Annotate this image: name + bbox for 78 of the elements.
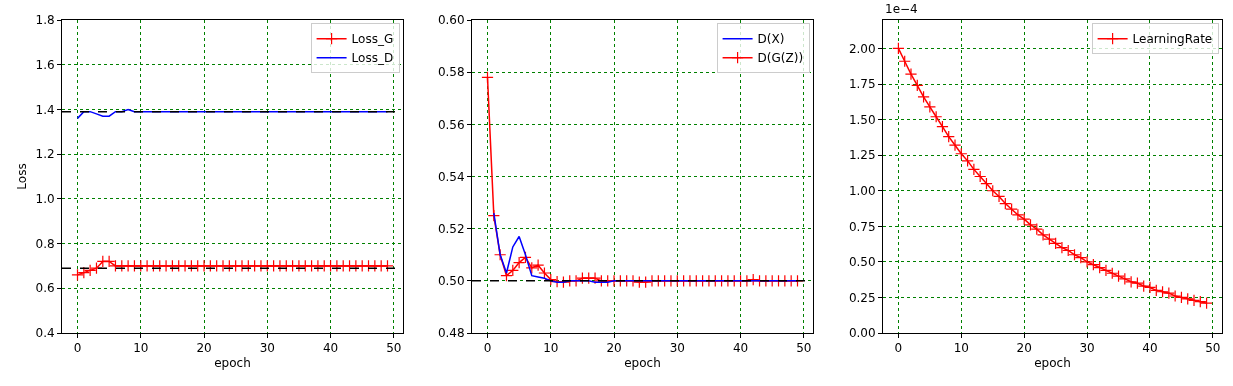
legend-label: Loss_G [351,32,394,47]
x-tick-label: 20 [1016,341,1032,356]
point [1187,294,1201,307]
y-tick-label: 0.25 [848,290,876,305]
y-tick-label: 0.56 [437,117,465,132]
text: 1e−4 [885,2,918,16]
point [1194,295,1207,308]
y-tick-label: 2.00 [848,41,876,56]
point [747,273,760,286]
x-tick-label: 40 [732,341,749,356]
point [929,110,943,123]
y-tick-label: 1.25 [848,148,876,163]
y-axis-title: Loss [14,163,29,190]
point [83,264,97,277]
point [1156,285,1169,298]
point [525,261,538,274]
point [1200,296,1213,310]
point [639,275,652,289]
x-tick-label: 50 [796,341,812,356]
point [917,90,930,104]
x-tick-label: 0 [483,341,492,356]
x-tick-label: 30 [259,341,275,356]
legend-label: D(X) [757,32,785,47]
x-tick-label: 50 [1205,341,1221,356]
point [923,100,937,113]
point [381,259,394,273]
x-tick-label: 40 [1142,341,1158,356]
x-axis-title: epoch [624,356,661,371]
y-tick-label: 0.6 [35,281,55,296]
point [936,120,949,133]
legend-label: D(G(Z)) [757,51,804,66]
y-tick-label: 0.8 [35,236,55,251]
y-tick-label: 0.52 [437,221,465,236]
point [481,71,494,84]
point [898,55,911,68]
y-tick-label: 1.00 [848,183,876,198]
x-tick-label: 10 [543,341,559,356]
point [71,268,84,282]
x-tick-label: 50 [386,341,402,356]
point [506,264,520,277]
x-tick-label: 20 [196,341,212,356]
y-tick-label: 0.48 [437,326,465,341]
x-tick-label: 0 [894,341,903,356]
y-tick-label: 1.50 [848,112,876,127]
x-tick-label: 0 [73,341,82,356]
x-tick-label: 30 [669,341,685,356]
x-axis-title: epoch [214,356,251,371]
y-tick-label: 1.2 [35,147,55,162]
legend-label: Loss_D [351,51,394,66]
y-tick-label: 0.00 [848,326,876,341]
x-tick-label: 10 [133,341,149,356]
x-axis-title: epoch [1034,356,1071,371]
y-tick-label: 0.50 [437,274,465,289]
y-tick-label: 0.4 [35,326,55,341]
point [487,209,501,222]
x-tick-label: 30 [1079,341,1095,356]
x-tick-label: 10 [953,341,969,356]
point [892,42,905,55]
y-tick-label: 0.50 [848,255,876,270]
point [493,248,507,261]
y-tick-label: 1.0 [35,192,55,207]
y-tick-label: 0.58 [437,65,465,80]
y-tick-label: 1.75 [848,77,876,92]
point [904,67,918,81]
point [911,79,924,92]
x-tick-label: 40 [322,341,339,356]
point [512,256,526,269]
y-tick-label: 1.8 [35,13,55,28]
point [519,251,532,264]
y-tick-label: 1.6 [35,57,55,72]
y-tick-label: 1.4 [35,102,55,117]
point [1181,292,1194,306]
y-tick-label: 0.54 [437,169,465,184]
y-tick-label: 0.60 [437,13,465,28]
point [1175,291,1188,304]
legend-label: LearningRate [1132,32,1213,47]
y-tick-label: 0.75 [848,219,876,234]
x-tick-label: 20 [606,341,622,356]
